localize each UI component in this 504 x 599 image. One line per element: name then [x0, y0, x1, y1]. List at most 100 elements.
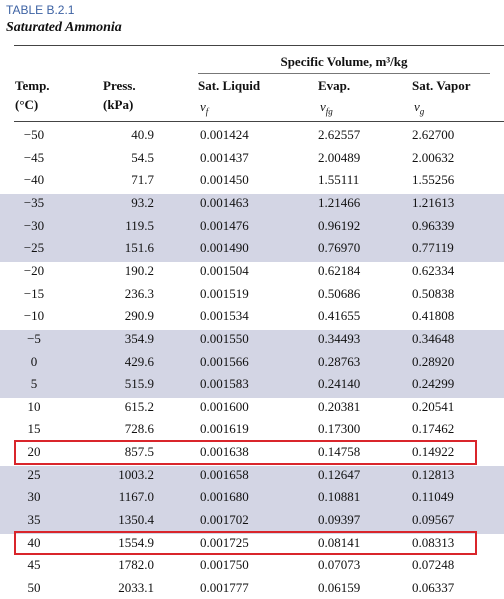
table-cell: −40	[23, 172, 45, 188]
rule	[14, 121, 504, 122]
table-cell: −25	[23, 240, 45, 256]
table-cell: −30	[23, 217, 45, 233]
table-cell: −35	[23, 194, 45, 210]
table-cell: 0.001566	[200, 353, 249, 369]
rule	[14, 45, 504, 46]
table-cell: 45	[27, 557, 41, 573]
table-cell: 0.12647	[318, 466, 361, 482]
table-cell: 119.5	[125, 217, 154, 233]
table-cell: 0.96192	[318, 217, 361, 233]
symbol: v	[414, 99, 420, 114]
table-cell: 0.001519	[200, 285, 249, 301]
table-cell: 0.28763	[318, 353, 361, 369]
table-cell: 0.10881	[318, 489, 361, 505]
table-cell: 190.2	[124, 262, 154, 278]
table-cell: 0.06159	[318, 580, 361, 595]
table-cell: 1.21466	[318, 194, 361, 210]
table-cell: 0.24299	[412, 376, 455, 392]
table-cell: 0.001619	[200, 421, 249, 437]
table-cell: 0	[30, 353, 38, 369]
table-cell: 0.001658	[200, 466, 249, 482]
table-cell: 728.6	[124, 421, 154, 437]
column-unit: (kPa)	[103, 97, 134, 112]
table-cell: 0.001725	[200, 534, 249, 550]
table-cell: 0.50838	[412, 285, 455, 301]
table-cell: 5	[30, 376, 38, 392]
table-cell: 1.21613	[412, 194, 455, 210]
table-cell: 0.24140	[318, 376, 361, 392]
table-cell: 0.001680	[200, 489, 249, 505]
table-cell: −20	[23, 262, 45, 278]
table-cell: 0.34493	[318, 330, 361, 346]
table-cell: 354.9	[124, 330, 154, 346]
table-cell: 429.6	[124, 353, 154, 369]
table-cell: 0.77119	[412, 240, 454, 256]
column-header: Evap.	[318, 78, 351, 93]
table-title: Saturated Ammonia	[6, 20, 122, 35]
subscript: fg	[325, 106, 333, 117]
table-cell: 0.001463	[200, 194, 249, 210]
table-cell: 0.001504	[200, 262, 249, 278]
table-cell: 0.14922	[412, 444, 455, 460]
symbol: v	[200, 99, 206, 114]
column-unit: (°C)	[15, 97, 39, 112]
table-cell: 857.5	[124, 444, 154, 460]
table-cell: 0.001750	[200, 557, 249, 573]
table-cell: 0.09567	[412, 512, 455, 528]
table-cell: 2033.1	[118, 580, 154, 595]
table-cell: 35	[27, 512, 41, 528]
table-cell: −5	[27, 330, 41, 346]
table-cell: 40	[27, 534, 41, 550]
row-band	[0, 193, 504, 262]
table-cell: 0.001534	[200, 308, 249, 324]
table-cell: 2.62557	[318, 127, 361, 142]
table-cell: 0.07073	[318, 557, 361, 573]
table-cell: 0.12813	[412, 466, 455, 482]
table-cell: 20	[27, 444, 41, 460]
table-cell: 0.001424	[200, 127, 249, 142]
column-header: Sat. Vapor	[412, 78, 471, 93]
table-cell: 0.17462	[412, 421, 455, 437]
column-symbol: vf	[200, 99, 208, 120]
row-highlight	[14, 440, 477, 465]
table-cell: 0.11049	[412, 489, 454, 505]
table-cell: 0.001476	[200, 217, 249, 233]
table-cell: 30	[27, 489, 41, 505]
table-cell: 93.2	[131, 194, 154, 210]
row-band	[0, 465, 504, 534]
table-cell: 615.2	[124, 398, 154, 414]
table-cell: 0.001490	[200, 240, 249, 256]
table-cell: 1.55256	[412, 172, 455, 188]
table-cell: 1782.0	[118, 557, 154, 573]
symbol: v	[320, 99, 326, 114]
table-cell: 0.41808	[412, 308, 455, 324]
table-cell: 1.55111	[318, 172, 360, 188]
table-cell: 2.00489	[318, 149, 361, 165]
table-cell: −10	[23, 308, 45, 324]
table-cell: 0.41655	[318, 308, 361, 324]
table-cell: 0.20541	[412, 398, 455, 414]
table-cell: 236.3	[124, 285, 154, 301]
table-cell: 0.17300	[318, 421, 361, 437]
row-highlight	[14, 530, 477, 556]
table-cell: 10	[27, 398, 41, 414]
table-cell: 15	[27, 421, 41, 437]
column-header: Temp.	[15, 78, 50, 93]
group-header: Specific Volume, m³/kg	[280, 54, 408, 69]
table-cell: 1554.9	[118, 534, 154, 550]
table-cell: 151.6	[124, 240, 154, 256]
table-cell: 0.08313	[412, 534, 455, 550]
table-cell: 0.28920	[412, 353, 455, 369]
table-cell: 2.00632	[412, 149, 455, 165]
table-cell: 2.62700	[412, 127, 455, 142]
subscript: g	[419, 106, 425, 117]
table-cell: 0.06337	[412, 580, 455, 595]
table-cell: 515.9	[124, 376, 154, 392]
table-cell: 0.001777	[200, 580, 249, 595]
table-cell: 0.76970	[318, 240, 361, 256]
table-cell: 1350.4	[118, 512, 154, 528]
column-symbol: vfg	[320, 99, 333, 120]
table-cell: 25	[27, 466, 41, 482]
table-cell: −45	[23, 149, 45, 165]
table-cell: 0.96339	[412, 217, 455, 233]
